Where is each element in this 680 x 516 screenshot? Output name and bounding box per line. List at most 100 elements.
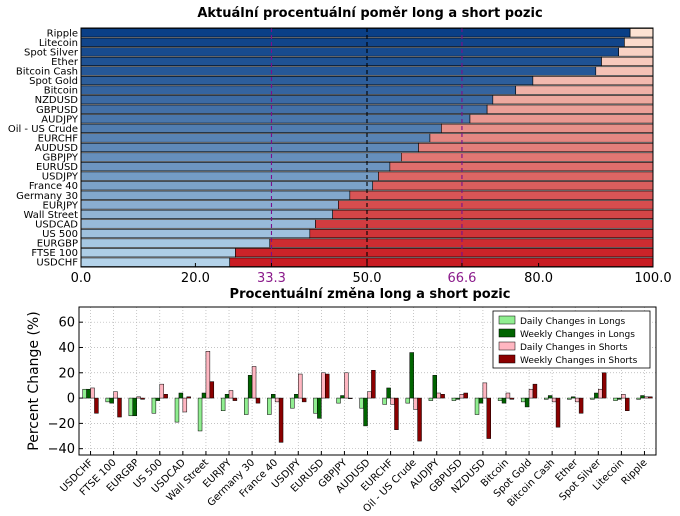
category-label-eurchf: EURCHF [38,133,79,144]
bar-daily-changes-in-shorts-eurjpy [228,390,234,399]
short-bar-oil-us-crude [441,123,654,133]
bar-weekly-changes-in-shorts-spot-silver [601,372,607,399]
long-bar-usdchf [80,257,231,267]
bar-daily-changes-in-shorts-wall-street [205,351,211,399]
bar-weekly-changes-in-longs-usdchf [86,388,91,399]
bar-weekly-changes-in-longs-eurgbp [132,397,137,417]
bar-weekly-changes-in-longs-wall-street [201,392,207,399]
y-tick-label: 40 [58,341,75,356]
short-bar-gbpjpy [401,152,654,162]
category-label-usdchf: USDCHF [36,258,78,269]
bar-weekly-changes-in-longs-ether [571,396,576,399]
long-bar-eurjpy [80,200,339,210]
long-bar-usdcad [80,219,316,229]
category-label-nzdusd: NZDUSD [35,95,79,106]
category-label-usdcad: USDCAD [35,219,78,230]
bar-weekly-changes-in-longs-bitcoin-cash [547,395,553,399]
bar-weekly-changes-in-longs-audusd [363,397,368,427]
x-tick-label: 50.0 [353,271,382,286]
long-bar-usdjpy [80,171,379,181]
long-bar-eurusd [80,162,391,172]
bar-weekly-changes-in-longs-oil-us-crude [409,352,414,399]
bar-daily-changes-in-longs-spot-silver [590,397,595,400]
bar-daily-changes-in-shorts-france-40 [274,397,280,403]
bar-weekly-changes-in-longs-litecoin [617,397,622,400]
legend-swatch-daily-changes-in-longs [498,315,516,325]
long-bar-germany-30 [80,190,351,200]
y-tick-label: −20 [48,417,75,432]
bar-daily-changes-in-longs-eurgbp [128,397,134,417]
short-bar-ftse-100 [235,248,654,258]
bar-weekly-changes-in-shorts-france-40 [278,397,284,443]
bar-weekly-changes-in-shorts-gbpjpy [348,397,353,399]
bar-daily-changes-in-longs-bitcoin-cash [544,397,549,400]
bar-daily-changes-in-longs-gbpusd [451,397,457,401]
short-bar-us-500 [309,228,654,239]
legend-box [492,310,651,369]
change-chart-title: Procentuální změna long a short pozic [230,287,511,302]
bar-weekly-changes-in-longs-gbpjpy [340,395,345,399]
long-bar-us-500 [80,228,311,239]
category-label-eurusd: EURUSD [36,162,78,173]
short-bar-eurchf [429,133,654,143]
short-bar-audjpy [469,114,654,124]
bar-weekly-changes-in-shorts-gbpusd [463,392,468,399]
bar-daily-changes-in-longs-us-500 [151,397,157,414]
legend-label-daily-changes-in-longs: Daily Changes in Longs [520,317,625,327]
category-label-usdjpy: USDJPY [42,172,79,183]
bar-daily-changes-in-shorts-us-500 [159,383,164,399]
long-bar-litecoin [80,37,625,47]
short-bar-audusd [418,142,654,153]
bar-weekly-changes-in-longs-audjpy [432,375,437,399]
bar-weekly-changes-in-shorts-eurchf [394,397,399,430]
category-label-gbpusd: GBPUSD [36,105,78,116]
short-bar-eurgbp [269,238,654,248]
bar-daily-changes-in-shorts-usdchf [90,387,95,399]
bar-daily-changes-in-shorts-germany-30 [251,366,257,399]
legend-label-daily-changes-in-shorts: Daily Changes in Shorts [520,343,628,353]
y-axis-label: Percent Change (%) [26,311,42,450]
short-bar-usdcad [315,219,654,229]
short-bar-france-40 [372,181,654,191]
bar-daily-changes-in-shorts-ether [574,397,580,403]
category-label-eurjpy: EURJPY [43,200,79,211]
bar-weekly-changes-in-longs-eurchf [386,387,391,399]
long-bar-spot-gold [80,76,534,86]
bar-weekly-changes-in-longs-nzdusd [478,397,484,404]
bar-weekly-changes-in-shorts-usdcad [186,396,191,399]
short-bar-eurjpy [338,200,654,210]
long-bar-wall-street [80,209,333,219]
bar-weekly-changes-in-longs-ripple [640,395,645,399]
bar-daily-changes-in-shorts-bitcoin [505,392,511,399]
y-tick-label: 60 [58,316,75,331]
short-bar-germany-30 [349,190,654,200]
category-label-ripple: Ripple [47,28,78,39]
bar-weekly-changes-in-shorts-nzdusd [486,397,491,439]
bar-weekly-changes-in-shorts-bitcoin [509,397,515,400]
bar-weekly-changes-in-longs-ftse-100 [109,397,114,404]
bar-weekly-changes-in-shorts-audusd [371,369,376,399]
bar-daily-changes-in-shorts-ftse-100 [113,391,118,399]
bar-daily-changes-in-longs-gbpjpy [336,397,341,404]
bar-daily-changes-in-shorts-usdcad [182,397,188,413]
short-bar-ripple [629,28,654,38]
short-bar-ether [601,56,654,67]
category-label-ftse-100: FTSE 100 [31,248,78,259]
bar-weekly-changes-in-shorts-eurjpy [232,397,238,401]
bar-weekly-changes-in-shorts-audjpy [440,394,445,399]
bar-daily-changes-in-shorts-gbpjpy [344,372,349,399]
category-label-spot-silver: Spot Silver [24,47,79,58]
category-label-gbpjpy: GBPJPY [42,153,78,164]
long-bar-gbpjpy [80,152,402,162]
category-label-ether: Ether [51,57,79,68]
x-tick-label: 33.3 [257,271,286,286]
bar-daily-changes-in-longs-france-40 [267,397,272,415]
bar-daily-changes-in-longs-oil-us-crude [405,397,410,404]
bar-daily-changes-in-longs-nzdusd [474,397,480,415]
bar-weekly-changes-in-longs-eurusd [317,397,322,419]
bar-daily-changes-in-longs-ether [567,397,572,400]
long-bar-ether [80,56,602,67]
bar-daily-changes-in-longs-ripple [636,397,641,400]
long-bar-ftse-100 [80,248,236,258]
bar-daily-changes-in-shorts-oil-us-crude [413,397,418,410]
